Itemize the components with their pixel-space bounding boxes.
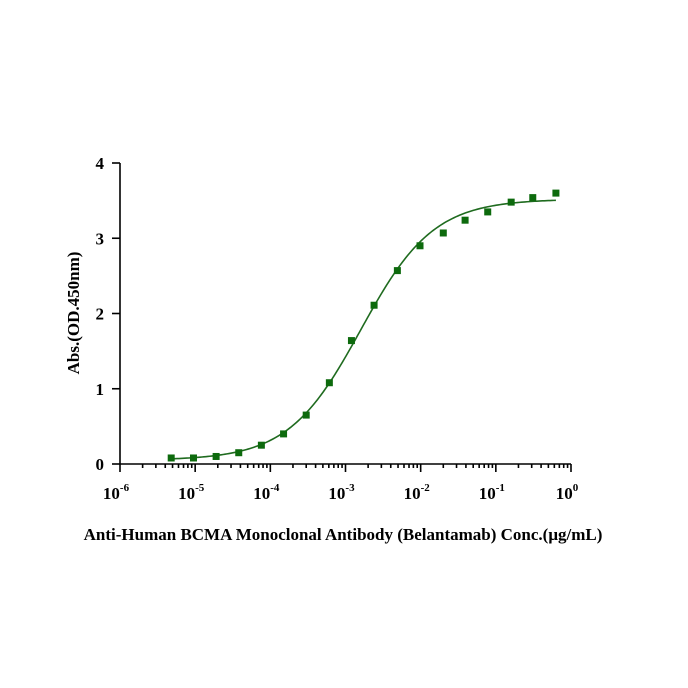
- y-tick-label: 3: [96, 229, 105, 248]
- data-point: [484, 208, 492, 216]
- data-points: [167, 189, 560, 462]
- data-point: [212, 452, 220, 460]
- x-tick-label: 10-2: [404, 482, 431, 503]
- data-point: [461, 216, 469, 224]
- y-tick-label: 4: [96, 154, 105, 173]
- fit-curve: [171, 199, 556, 460]
- x-tick-label: 10-6: [103, 482, 130, 503]
- axes: [119, 163, 571, 465]
- data-point: [347, 337, 355, 345]
- data-point: [280, 430, 288, 438]
- data-point: [302, 411, 310, 419]
- y-axis-title: Abs.(OD.450nm): [64, 252, 83, 375]
- y-ticks: 0 1 2 3 4: [96, 154, 120, 474]
- data-point: [439, 229, 447, 237]
- x-tick-label: 10-1: [479, 482, 505, 503]
- data-point: [167, 454, 175, 462]
- data-point: [189, 454, 197, 462]
- data-point: [552, 189, 560, 197]
- x-tick-label: 10-4: [253, 482, 280, 503]
- data-point: [529, 194, 537, 202]
- x-tick-label: 10-3: [328, 482, 355, 503]
- x-axis-title: Anti-Human BCMA Monoclonal Antibody (Bel…: [84, 525, 603, 544]
- data-point: [257, 441, 265, 449]
- data-point: [235, 449, 243, 457]
- data-point: [325, 379, 333, 387]
- y-tick-label: 2: [96, 305, 105, 324]
- y-tick-label: 1: [96, 380, 105, 399]
- data-point: [370, 301, 378, 309]
- data-point: [507, 198, 515, 206]
- x-tick-label: 10-5: [178, 482, 205, 503]
- data-point: [416, 242, 424, 250]
- x-tick-label: 100: [556, 482, 579, 503]
- y-tick-label: 0: [96, 455, 105, 474]
- data-point: [393, 267, 401, 275]
- x-ticks: 10-6 10-5 10-4 10-3 10-2 10-1 100: [103, 464, 579, 503]
